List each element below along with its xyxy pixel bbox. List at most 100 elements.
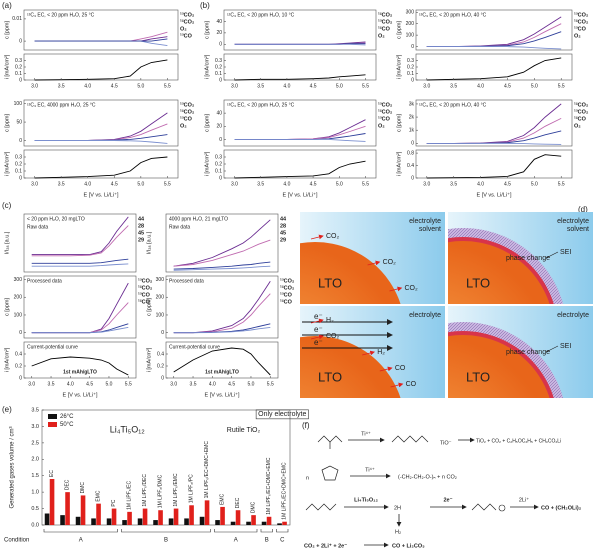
bar [246, 521, 251, 525]
x-tick-label: 4.0 [84, 181, 91, 187]
category-label: EMC [220, 493, 226, 505]
y-tick-label: 0 [19, 138, 22, 144]
panel-label: (e) [2, 405, 12, 414]
y-axis-label: i [mA/cm²] [204, 54, 210, 79]
series-label: ¹³CO₂ [574, 11, 589, 18]
series-line [173, 326, 271, 334]
series-line [31, 258, 129, 264]
axis-tag: Processed data [169, 278, 204, 284]
series-line [173, 347, 271, 376]
plot-frame [23, 9, 179, 51]
group-label: Only electrolyte [258, 411, 306, 418]
x-tick-label: 4.0 [209, 381, 216, 387]
y-tick-label: 50 [16, 119, 22, 125]
y-tick-label: 0.1 [215, 71, 222, 77]
plot-frame [165, 213, 279, 273]
y-axis-label: I/I₂₈ [a.u.] [4, 231, 10, 254]
medium-label: electrolyte [557, 312, 589, 319]
series-line [31, 225, 129, 257]
bracket [43, 529, 118, 533]
bar [111, 508, 117, 525]
series-label: O₂ [180, 26, 187, 32]
y-tick-label: 1.0 [31, 490, 39, 496]
y-axis-label: i [mA/cm²] [146, 347, 152, 372]
series-line [426, 16, 562, 48]
series-label: ¹³CO [180, 32, 193, 39]
x-tick-label: 4.0 [67, 381, 74, 387]
y-tick-label: 0 [219, 42, 222, 48]
reagent: Li₄Ti₅O₁₂ [354, 497, 378, 503]
y-axis-label: c [ppm] [396, 114, 402, 133]
plot-title: ¹³C₃ EC, < 20 ppm H₂O, 25 °C [227, 102, 295, 108]
y-tick-label: 100 [156, 312, 165, 318]
y-tick-label: 40 [216, 110, 222, 116]
x-tick-label: 4.0 [283, 181, 290, 187]
category-label: DMC [80, 482, 86, 494]
category-label: 1M LiPF₆/DMC [158, 474, 164, 508]
bracket [121, 529, 211, 533]
y-tick-label: 0.1 [15, 71, 22, 77]
diagram-quadrant: LTO electrolyte phase change SEI [448, 306, 593, 398]
annotation: 1st mAh/gLTO [205, 369, 239, 375]
panel-label: (c) [2, 201, 12, 210]
y-tick-label: 0.3 [407, 58, 414, 64]
axis-tag: Raw data [27, 224, 48, 230]
series-line [34, 140, 168, 144]
quadrant-content [300, 212, 445, 304]
bar [153, 520, 158, 525]
gas-arrow [390, 382, 404, 388]
series-label: ¹³CO [138, 291, 151, 298]
bar [251, 515, 256, 525]
y-tick-label: 0.0 [31, 522, 39, 528]
bar [204, 500, 210, 525]
x-tick-label: 5.0 [137, 83, 144, 89]
series-label: ¹³CO₂ [280, 277, 295, 284]
x-tick-label: 4.0 [477, 181, 484, 187]
x-tick-label: 3.0 [423, 181, 430, 187]
group-label: Rutile TiO₂ [227, 427, 261, 434]
products: (-CH₂-CH₂-O-)ₙ + n CO₂ [398, 474, 457, 480]
plot-frame [415, 149, 573, 179]
y-tick-label: 3.5 [31, 407, 39, 413]
x-tick-label: 5.0 [105, 381, 112, 387]
axis-tag: Processed data [27, 278, 62, 284]
y-tick-label: 300 [14, 277, 23, 283]
series-label: ¹³CO [574, 25, 587, 32]
y-axis-label: c [ppm] [146, 298, 152, 317]
y-axis-label: c [ppm] [4, 21, 10, 40]
series-line [426, 130, 562, 144]
x-tick-label: 5.0 [336, 181, 343, 187]
y-tick-label: 1k [409, 128, 415, 134]
series-label: ¹³CO₂ [180, 11, 195, 18]
y-tick-label: 0 [161, 330, 164, 336]
y-tick-label: 0.3 [15, 58, 22, 64]
y-tick-label: 300 [156, 277, 165, 283]
x-tick-label: 4.0 [477, 83, 484, 89]
series-label: ¹²CO₂ [378, 108, 393, 115]
y-tick-label: 0.1 [215, 168, 222, 174]
bar [49, 479, 55, 525]
gas-arrow [310, 334, 324, 340]
category-label: EC [49, 470, 55, 477]
x-axis-label: E [V vs. Li/Li⁺] [205, 391, 240, 398]
x-axis-label: E [V vs. Li/Li⁺] [63, 391, 98, 398]
series-line [173, 261, 271, 270]
x-tick-label: 4.5 [504, 181, 511, 187]
category-label: 1M LiPF₆/EC+DMC+EMC [282, 462, 288, 520]
bar [137, 518, 143, 525]
bar [277, 523, 282, 525]
plot-frame [415, 53, 573, 81]
y-tick-label: 0.2 [15, 64, 22, 70]
bar [235, 510, 241, 525]
category-label: 1M LiPF₆/EC+DMC+EMC [204, 441, 210, 499]
y-tick-label: 0 [19, 375, 22, 381]
plot-frame [415, 99, 573, 147]
series-line [34, 38, 168, 42]
plot-frame [23, 53, 179, 81]
bar [184, 518, 189, 525]
series-label: ¹²CO₂ [574, 18, 589, 25]
series-line [234, 125, 366, 140]
x-tick-label: 4.5 [86, 381, 93, 387]
plot-frame [23, 341, 137, 379]
y-tick-label: 0.4 [157, 351, 164, 357]
